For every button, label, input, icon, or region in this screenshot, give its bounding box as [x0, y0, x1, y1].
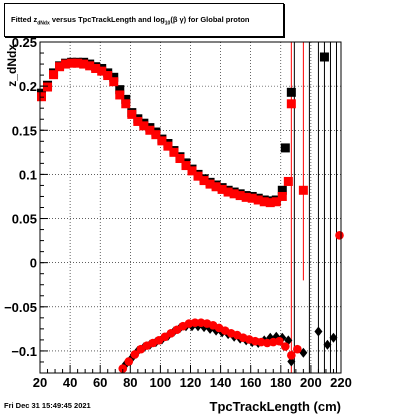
data-point	[73, 58, 83, 68]
data-point	[241, 192, 251, 202]
title-prefix: Fitted z	[11, 15, 38, 24]
x-tick-label: 120	[180, 375, 202, 390]
data-point	[61, 59, 71, 69]
data-point	[85, 61, 95, 71]
x-tick-label: 80	[123, 375, 137, 390]
data-point	[286, 99, 296, 109]
title-middle: versus TpcTrackLength and log	[49, 15, 165, 24]
data-point	[319, 52, 329, 62]
data-point	[55, 62, 65, 72]
title-suffix: (β γ) for Global proton	[170, 15, 250, 24]
x-tick-label: 40	[63, 375, 77, 390]
data-point	[43, 82, 53, 92]
data-point	[91, 63, 101, 73]
x-tick-label: 220	[330, 375, 352, 390]
data-point	[157, 136, 167, 146]
data-point	[253, 195, 263, 205]
data-point	[181, 161, 191, 171]
x-axis-title: TpcTrackLength (cm)	[210, 399, 341, 414]
data-point	[274, 336, 284, 346]
data-point	[271, 197, 281, 207]
data-point	[121, 99, 131, 109]
data-point	[109, 77, 119, 87]
data-point	[151, 130, 161, 140]
footer-date: Fri Dec 31 15:49:45 2021	[4, 401, 91, 410]
data-point	[281, 342, 290, 351]
y-tick-label: 0.05	[12, 212, 37, 227]
data-point	[293, 344, 302, 354]
data-point	[187, 166, 197, 176]
y-axis-title: z_dNdx	[5, 44, 19, 87]
data-point	[193, 171, 203, 181]
y-tick-label: 0.2	[19, 79, 37, 94]
y-tick-label: 0.25	[12, 35, 37, 50]
data-point	[199, 176, 209, 186]
data-point	[265, 198, 275, 208]
data-point	[67, 58, 77, 68]
data-point	[323, 339, 332, 350]
x-tick-label: 140	[210, 375, 232, 390]
title-subscript-10: 10	[164, 20, 171, 27]
y-tick-label: 0.1	[19, 167, 37, 182]
data-point	[115, 85, 125, 95]
data-point	[280, 143, 290, 153]
data-point	[287, 351, 296, 360]
x-tick-label: 180	[270, 375, 292, 390]
data-point	[283, 176, 293, 186]
y-axis: −0.1 −0.05 0 0.05 0.1 0.15 0.2 0.25	[4, 35, 48, 374]
data-point	[217, 184, 227, 194]
x-axis: 20 40 60 80 100 120 140 160 180 200 220	[33, 365, 352, 390]
data-point	[169, 147, 179, 157]
data-point	[124, 357, 134, 366]
data-point	[229, 189, 239, 199]
data-point	[314, 326, 323, 337]
data-point	[205, 179, 215, 189]
data-point	[133, 116, 143, 126]
data-point	[130, 350, 140, 359]
data-point	[235, 191, 245, 201]
x-tick-label: 100	[150, 375, 172, 390]
data-point	[277, 185, 287, 195]
x-tick-label: 160	[240, 375, 262, 390]
data-point	[97, 66, 107, 76]
data-point	[103, 71, 113, 81]
data-point	[211, 182, 221, 192]
series-3	[118, 231, 344, 373]
data-point	[163, 141, 173, 151]
data-point	[145, 125, 155, 135]
data-point	[247, 193, 257, 203]
title-box: Fitted zdNdx versus TpcTrackLength and l…	[4, 3, 284, 37]
y-tick-label: −0.05	[4, 300, 37, 315]
data-point	[115, 90, 125, 100]
data-point	[335, 231, 344, 240]
data-point	[175, 154, 185, 164]
data-point	[190, 318, 200, 327]
x-tick-label: 200	[300, 375, 322, 390]
data-point	[127, 109, 137, 119]
data-point	[79, 59, 89, 69]
data-point	[139, 121, 149, 131]
y-tick-label: −0.1	[11, 344, 37, 359]
data-point	[118, 364, 128, 373]
chart-title: Fitted zdNdx versus TpcTrackLength and l…	[11, 15, 250, 27]
data-point	[286, 87, 296, 97]
y-tick-label: 0	[30, 256, 37, 271]
error-bars	[290, 42, 337, 373]
data-point	[49, 70, 59, 80]
y-tick-label: 0.15	[12, 123, 37, 138]
data-point	[259, 197, 269, 207]
data-point	[223, 187, 233, 197]
title-subscript-dndx: dNdx	[37, 20, 50, 27]
x-tick-label: 60	[93, 375, 107, 390]
series-1	[37, 58, 308, 208]
data-point	[277, 191, 287, 201]
data-point	[329, 332, 338, 343]
data-point	[298, 185, 308, 195]
x-tick-label: 20	[33, 375, 47, 390]
